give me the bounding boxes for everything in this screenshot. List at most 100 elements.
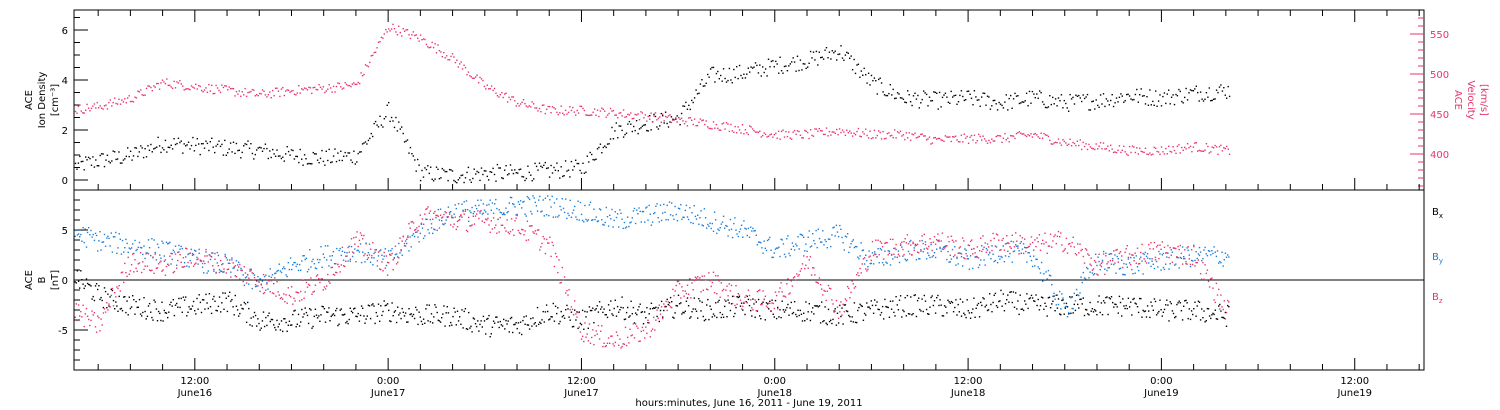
bx-point [421,323,424,325]
by-point [1059,290,1061,293]
velocity-point [675,117,677,119]
bx-point [91,298,93,300]
bx-point [1070,312,1072,314]
by-point [419,232,421,235]
bz-point [1034,239,1036,241]
bx-point [819,322,822,324]
by-point [571,212,574,214]
by-point [734,217,736,219]
velocity-point [892,136,894,139]
bz-point [1082,255,1084,258]
bx-point [435,306,437,308]
velocity-point [466,74,468,76]
bx-point [550,316,552,318]
velocity-point [158,88,161,90]
by-point [1008,255,1010,258]
bx-point [967,310,969,312]
velocity-point [963,133,965,135]
velocity-point [1007,137,1009,139]
bx-point [980,301,982,304]
velocity-point [541,104,544,106]
bz-point [1214,301,1216,304]
density-point [296,155,298,158]
bz-point [710,285,712,288]
density-point [1065,102,1067,105]
by-point [277,269,279,272]
by-point [1100,262,1103,265]
bz-point [187,261,189,264]
bz-point [948,241,950,243]
velocity-point [605,116,607,118]
bz-point [965,253,967,255]
bz-point [830,288,832,290]
bx-point [1170,302,1172,305]
bx-point [657,307,659,309]
density-point [1169,103,1171,105]
by-point [197,263,199,265]
bz-point [1090,257,1092,259]
velocity-point [99,105,101,107]
density-point [647,130,649,132]
bz-point [666,309,668,312]
bz-point [444,222,446,225]
by-point [413,235,416,238]
velocity-point [237,93,239,95]
density-point [994,99,996,102]
by-point [357,249,359,252]
by-point [481,213,483,215]
by-point [428,232,430,234]
density-point [1186,99,1189,101]
velocity-point [312,87,314,89]
by-point [588,204,591,206]
bz-point [304,291,306,293]
velocity-point [1099,142,1102,144]
bx-point [150,311,152,313]
velocity-point [77,105,80,108]
bx-point [326,311,328,313]
density-point [504,169,506,171]
by-point [1115,272,1117,274]
by-point [775,247,778,249]
bz-point [832,303,834,305]
by-point [488,203,490,206]
bx-point [852,321,854,323]
by-point [74,235,76,238]
bx-point [289,324,292,326]
bz-point [1072,236,1074,238]
bx-point [893,311,895,314]
velocity-point [1192,146,1195,148]
bz-point [1228,301,1230,303]
by-point [780,238,782,240]
by-point [1037,266,1039,268]
bz-point [160,260,162,262]
bx-point [544,311,547,313]
by-point [618,226,620,228]
velocity-point [212,92,214,95]
bx-point [1121,315,1123,317]
velocity-point [335,85,338,88]
density-point [601,152,603,154]
bz-point [1040,243,1043,245]
by-point [207,270,209,272]
by-point [933,252,936,254]
velocity-point [606,114,609,116]
density-point [1221,90,1224,92]
bx-point [1214,309,1216,311]
bx-point [535,325,538,327]
bx-point [805,301,807,303]
bx-point [1060,314,1062,316]
density-point [127,147,129,149]
by-point [513,203,515,206]
bx-point [901,316,903,318]
bz-point [1180,252,1183,254]
density-point [350,159,352,161]
bx-point [391,302,393,304]
bx-point [355,315,357,317]
velocity-point [1110,144,1112,146]
velocity-point [576,109,578,112]
bx-point [703,319,706,322]
by-point [1048,274,1051,276]
velocity-point [109,99,111,101]
density-point [701,79,703,81]
by-point [782,243,785,245]
